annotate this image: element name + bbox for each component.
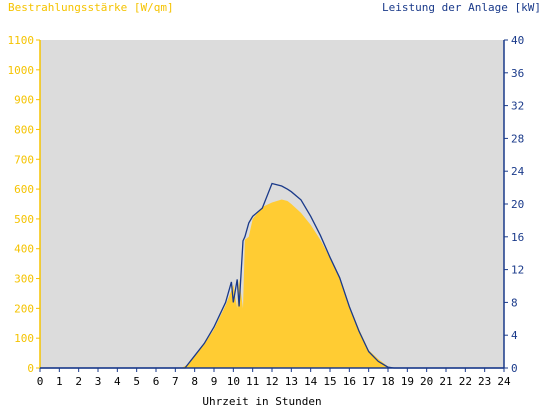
power-line: [40, 182, 504, 369]
x-tick-label: 13: [285, 375, 298, 388]
left-tick-label: 500: [14, 213, 34, 226]
x-tick-label: 16: [343, 375, 356, 388]
x-tick-label: 19: [401, 375, 414, 388]
right-tick-label: 0: [511, 362, 518, 375]
x-tick-label: 2: [75, 375, 82, 388]
left-tick-label: 1100: [8, 34, 35, 47]
right-axis-ticks: 0 4 8 12 16 20 24 28 32 36 40: [504, 34, 525, 375]
left-tick-label: 700: [14, 153, 34, 166]
x-tick-label: 1: [56, 375, 63, 388]
right-tick-label: 4: [511, 329, 518, 342]
x-tick-label: 11: [246, 375, 259, 388]
x-tick-label: 9: [211, 375, 218, 388]
x-tick-label: 4: [114, 375, 121, 388]
left-tick-label: 900: [14, 94, 34, 107]
right-tick-label: 12: [511, 264, 524, 277]
x-tick-label: 6: [153, 375, 160, 388]
x-axis-title: Uhrzeit in Stunden: [202, 395, 321, 408]
right-tick-label: 24: [511, 165, 525, 178]
left-tick-label: 800: [14, 123, 34, 136]
right-tick-label: 20: [511, 198, 524, 211]
left-tick-label: 200: [14, 302, 34, 315]
left-tick-label: 1000: [8, 64, 35, 77]
irradiance-area-layer: [181, 199, 394, 368]
x-tick-label: 8: [191, 375, 198, 388]
x-tick-label: 24: [497, 375, 511, 388]
x-tick-label: 14: [304, 375, 318, 388]
x-tick-label: 18: [381, 375, 394, 388]
left-tick-label: 0: [27, 362, 34, 375]
power-line-layer: [40, 182, 504, 369]
x-tick-label: 21: [439, 375, 452, 388]
left-axis-title: Bestrahlungsstärke [W/qm]: [8, 1, 174, 14]
right-axis-title: Leistung der Anlage [kW]: [382, 1, 541, 14]
x-tick-label: 22: [459, 375, 472, 388]
right-tick-label: 8: [511, 296, 518, 309]
right-tick-label: 16: [511, 231, 524, 244]
irradiance-area: [181, 199, 394, 368]
left-tick-label: 300: [14, 273, 34, 286]
right-tick-label: 28: [511, 132, 524, 145]
left-tick-label: 400: [14, 243, 34, 256]
x-tick-label: 23: [478, 375, 491, 388]
right-tick-label: 32: [511, 100, 524, 113]
x-tick-label: 10: [227, 375, 240, 388]
x-tick-label: 3: [95, 375, 102, 388]
right-tick-label: 40: [511, 34, 524, 47]
x-tick-label: 17: [362, 375, 375, 388]
right-tick-label: 36: [511, 67, 524, 80]
x-tick-label: 12: [265, 375, 278, 388]
x-tick-label: 7: [172, 375, 179, 388]
x-tick-label: 15: [323, 375, 336, 388]
left-axis-ticks: 0 100 200 300 400 500 600 700 800 900 1000 1100: [8, 34, 40, 375]
x-tick-label: 0: [37, 375, 44, 388]
left-tick-label: 600: [14, 183, 34, 196]
x-axis-ticks: 0 1 2 3 4 5 6 7 8 9 10 11 12 13 14 15 16 17 18 19 20 21 22 23 24: [37, 368, 511, 388]
x-tick-label: 5: [133, 375, 140, 388]
left-tick-label: 100: [14, 332, 34, 345]
x-tick-label: 20: [420, 375, 433, 388]
